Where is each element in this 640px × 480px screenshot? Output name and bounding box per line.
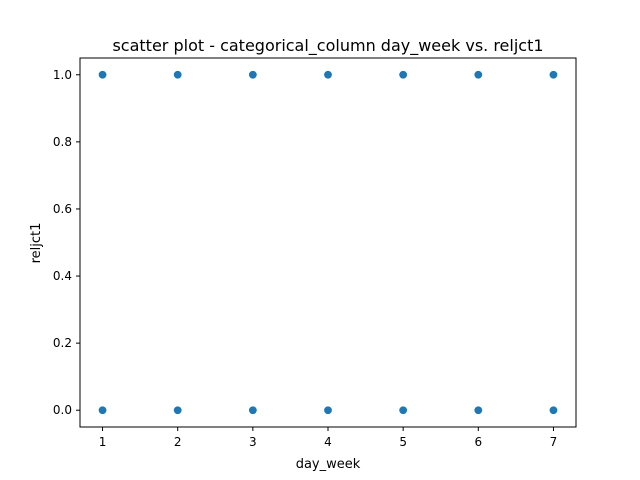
data-point	[98, 70, 107, 79]
x-tick-label: 7	[550, 435, 558, 449]
data-point	[324, 70, 332, 79]
data-point	[399, 406, 408, 415]
data-point	[474, 406, 483, 415]
data-point	[173, 70, 182, 79]
x-tick-label: 4	[324, 435, 332, 449]
x-tick-label: 5	[399, 435, 407, 449]
x-tick-label: 6	[474, 435, 482, 449]
x-tick-label: 1	[99, 435, 107, 449]
x-tick-label: 2	[174, 435, 182, 449]
data-point	[248, 406, 257, 415]
y-tick-label: 0.0	[53, 403, 72, 417]
data-point	[474, 70, 483, 79]
plot-frame	[79, 57, 577, 428]
data-point	[173, 406, 182, 415]
chart-title: scatter plot - categorical_column day_we…	[112, 36, 543, 56]
data-point	[248, 70, 257, 79]
data-point	[399, 70, 408, 79]
x-tick-label: 3	[249, 435, 257, 449]
y-axis-label: reljct1	[29, 223, 44, 264]
data-point	[324, 406, 332, 415]
data-point	[549, 406, 558, 415]
y-tick-label: 0.4	[53, 269, 72, 283]
data-point	[98, 406, 107, 415]
data-point	[549, 70, 558, 79]
y-tick-label: 0.8	[53, 135, 72, 149]
x-axis-label: day_week	[296, 457, 361, 472]
y-tick-label: 0.6	[53, 202, 72, 216]
y-tick-label: 0.2	[53, 336, 72, 350]
y-tick-label: 1.0	[53, 68, 72, 82]
